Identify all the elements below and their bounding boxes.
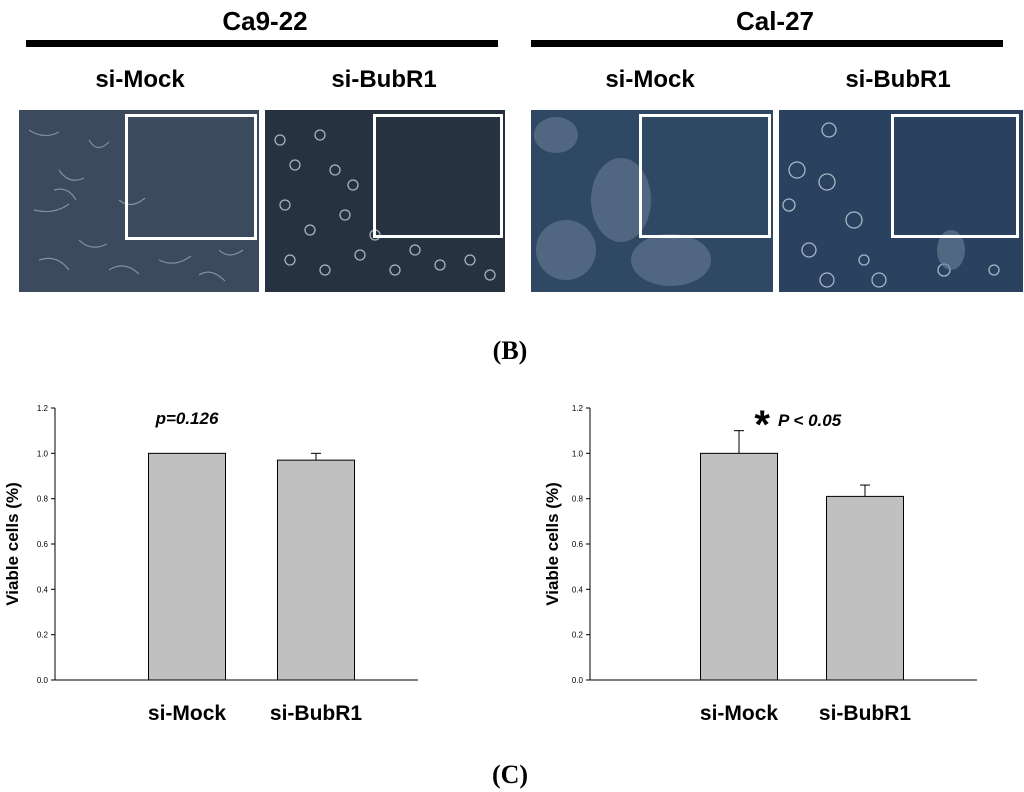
p-value-annotation: p=0.126 <box>155 409 219 428</box>
category-label: si-Mock <box>700 702 779 725</box>
y-tick-label: 1.0 <box>37 449 49 458</box>
micrograph-inset <box>373 114 503 238</box>
ca9-22-divider <box>26 40 498 47</box>
bar-si-bubr1 <box>826 495 904 681</box>
micrograph-cal-27-si-bubr1 <box>779 110 1023 292</box>
micrograph-cal-27-si-mock <box>531 110 773 292</box>
y-tick-label: 0.8 <box>37 495 49 504</box>
panel-label-c: (C) <box>491 760 529 789</box>
y-axis-label: Viable cells (%) <box>3 482 22 605</box>
category-label: si-BubR1 <box>270 702 362 725</box>
y-tick-label: 0.4 <box>572 585 584 594</box>
y-axis-label: Viable cells (%) <box>543 482 562 605</box>
y-tick-label: 1.0 <box>572 449 584 458</box>
micrograph-inset <box>639 114 771 238</box>
cal-mock-cells <box>534 117 711 286</box>
panel-label-b: (B) <box>492 336 528 365</box>
category-label: si-BubR1 <box>819 702 911 725</box>
ca9-mock-cells <box>28 129 244 282</box>
y-tick-label: 0.2 <box>37 631 49 640</box>
micrograph-label-cal-mock: si-Mock <box>605 66 695 93</box>
micrograph-inset <box>891 114 1019 238</box>
cell-line-header-ca9-22: Ca9-22 <box>222 6 308 36</box>
bar-si-mock <box>148 452 226 681</box>
p-value-annotation: P < 0.05 <box>778 411 842 430</box>
y-tick-label: 0.4 <box>37 585 49 594</box>
y-tick-label: 0.0 <box>37 676 49 685</box>
y-tick-label: 0.2 <box>572 631 584 640</box>
category-label: si-Mock <box>148 702 227 725</box>
y-tick-label: 0.0 <box>572 676 584 685</box>
significance-asterisk: * <box>754 403 770 447</box>
bar-si-mock <box>700 452 778 681</box>
micrograph-label-ca9-bubr1: si-BubR1 <box>331 66 437 93</box>
bar-chart-ca9-22: 0.0 0.2 0.4 0.6 0.8 1.0 1.2 Viable cells (%) si-… <box>3 404 418 725</box>
cell-line-header-cal-27: Cal-27 <box>735 6 815 36</box>
cal-27-divider <box>531 40 1003 47</box>
y-tick-label: 1.2 <box>37 404 49 413</box>
micrograph-ca9-22-si-mock <box>19 110 259 292</box>
y-tick-label: 0.8 <box>572 495 584 504</box>
bar-si-bubr1 <box>277 459 355 681</box>
micrograph-inset <box>125 114 257 240</box>
y-tick-label: 0.6 <box>37 540 49 549</box>
y-tick-label: 0.6 <box>572 540 584 549</box>
cal-bubr1-cells <box>782 122 1000 288</box>
micrograph-ca9-22-si-bubr1 <box>265 110 505 292</box>
y-tick-label: 1.2 <box>572 404 584 413</box>
micrograph-label-cal-bubr1: si-BubR1 <box>845 66 951 93</box>
bar-chart-cal-27: 0.0 0.2 0.4 0.6 0.8 1.0 1.2 Viable cells (%) si-… <box>543 403 977 725</box>
micrograph-label-ca9-mock: si-Mock <box>95 66 185 93</box>
ca9-bubr1-cells <box>274 129 496 281</box>
